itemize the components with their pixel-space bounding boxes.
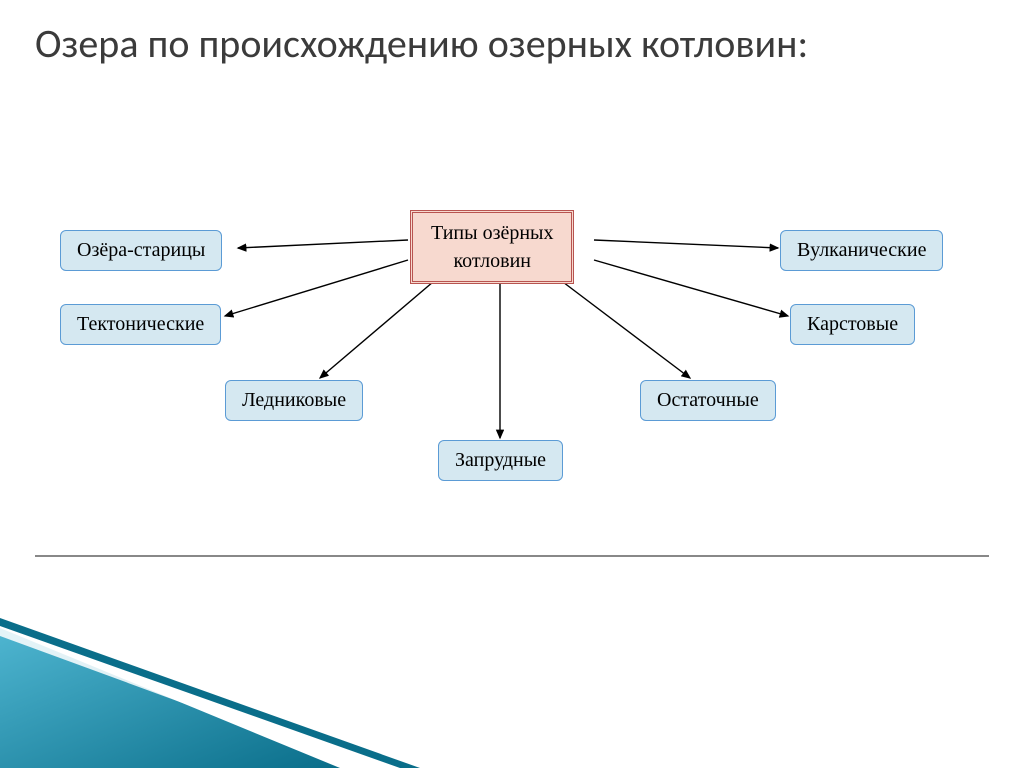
- center-label-line1: Типы озёрных: [431, 219, 553, 247]
- leaf-karstovye: Карстовые: [790, 304, 915, 345]
- diagram-container: Типы озёрных котловин Озёра-старицы Текто…: [0, 200, 1024, 550]
- leaf-zaprudnye: Запрудные: [438, 440, 563, 481]
- page-title: Озера по происхождению озерных котловин:: [35, 20, 808, 68]
- leaf-tektonicheskie: Тектонические: [60, 304, 221, 345]
- leaf-lednikovye: Ледниковые: [225, 380, 363, 421]
- center-label-line2: котловин: [431, 247, 553, 275]
- leaf-ozera-staricy: Озёра-старицы: [60, 230, 222, 271]
- corner-decoration: [0, 618, 420, 768]
- divider-line: [35, 555, 989, 557]
- leaf-ostatochnye: Остаточные: [640, 380, 776, 421]
- leaf-vulkanicheskie: Вулканические: [780, 230, 943, 271]
- center-node: Типы озёрных котловин: [410, 210, 574, 284]
